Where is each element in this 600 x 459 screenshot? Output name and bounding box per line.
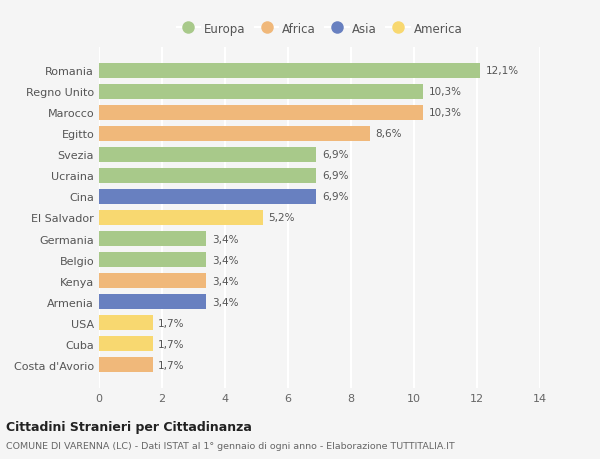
- Text: 10,3%: 10,3%: [429, 87, 462, 97]
- Text: Cittadini Stranieri per Cittadinanza: Cittadini Stranieri per Cittadinanza: [6, 420, 252, 433]
- Legend: Europa, Africa, Asia, America: Europa, Africa, Asia, America: [174, 20, 465, 38]
- Bar: [99, 358, 152, 372]
- Text: 6,9%: 6,9%: [322, 192, 349, 202]
- Bar: [99, 274, 206, 288]
- Text: 8,6%: 8,6%: [376, 129, 402, 139]
- Text: 1,7%: 1,7%: [158, 318, 185, 328]
- Bar: [99, 211, 263, 225]
- Bar: [99, 337, 152, 352]
- Bar: [99, 148, 316, 162]
- Bar: [99, 316, 152, 330]
- Text: COMUNE DI VARENNA (LC) - Dati ISTAT al 1° gennaio di ogni anno - Elaborazione TU: COMUNE DI VARENNA (LC) - Dati ISTAT al 1…: [6, 441, 455, 450]
- Text: 3,4%: 3,4%: [212, 276, 238, 286]
- Bar: [99, 84, 424, 99]
- Text: 3,4%: 3,4%: [212, 255, 238, 265]
- Text: 1,7%: 1,7%: [158, 360, 185, 370]
- Bar: [99, 106, 424, 120]
- Bar: [99, 253, 206, 268]
- Text: 5,2%: 5,2%: [268, 213, 295, 223]
- Bar: [99, 232, 206, 246]
- Bar: [99, 127, 370, 141]
- Text: 12,1%: 12,1%: [486, 66, 519, 76]
- Text: 3,4%: 3,4%: [212, 234, 238, 244]
- Text: 3,4%: 3,4%: [212, 297, 238, 307]
- Text: 6,9%: 6,9%: [322, 171, 349, 181]
- Text: 10,3%: 10,3%: [429, 108, 462, 118]
- Bar: [99, 168, 316, 183]
- Bar: [99, 64, 480, 78]
- Bar: [99, 295, 206, 309]
- Text: 1,7%: 1,7%: [158, 339, 185, 349]
- Bar: [99, 190, 316, 204]
- Text: 6,9%: 6,9%: [322, 150, 349, 160]
